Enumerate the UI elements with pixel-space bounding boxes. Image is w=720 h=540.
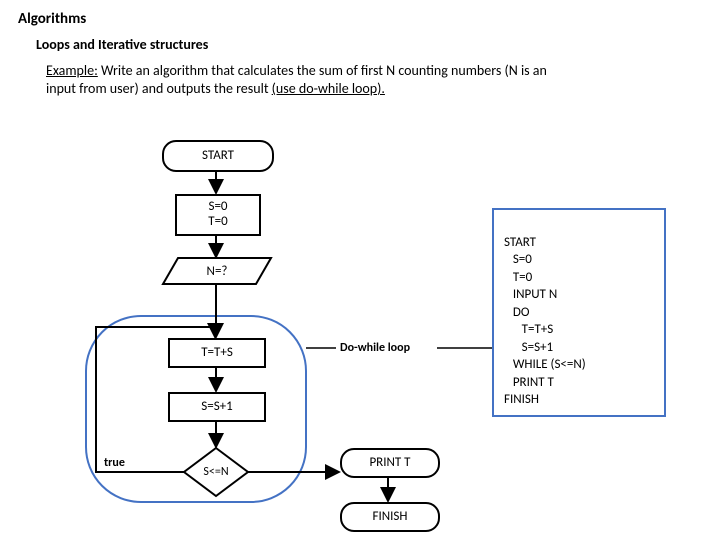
label-true: true xyxy=(104,456,125,470)
node-input-text: N=? xyxy=(163,258,271,284)
node-body1: T=T+S xyxy=(168,338,266,368)
example-label: Example: xyxy=(46,62,98,79)
node-print: PRINT T xyxy=(340,448,440,478)
example-text: Example: Write an algorithm that calcula… xyxy=(46,62,686,98)
node-body2: S=S+1 xyxy=(168,392,266,422)
page-subtitle: Loops and Iterative structures xyxy=(36,36,208,53)
node-finish: FINISH xyxy=(340,502,440,532)
node-decision-text: S<=N xyxy=(184,448,248,496)
page-title: Algorithms xyxy=(18,10,86,28)
label-loop: Do-while loop xyxy=(340,341,410,355)
node-start: START xyxy=(162,140,274,172)
node-init: S=0 T=0 xyxy=(175,194,261,236)
pseudocode-box: START S=0 T=0 INPUT N DO T=T+S S=S+1 WHI… xyxy=(492,208,666,417)
